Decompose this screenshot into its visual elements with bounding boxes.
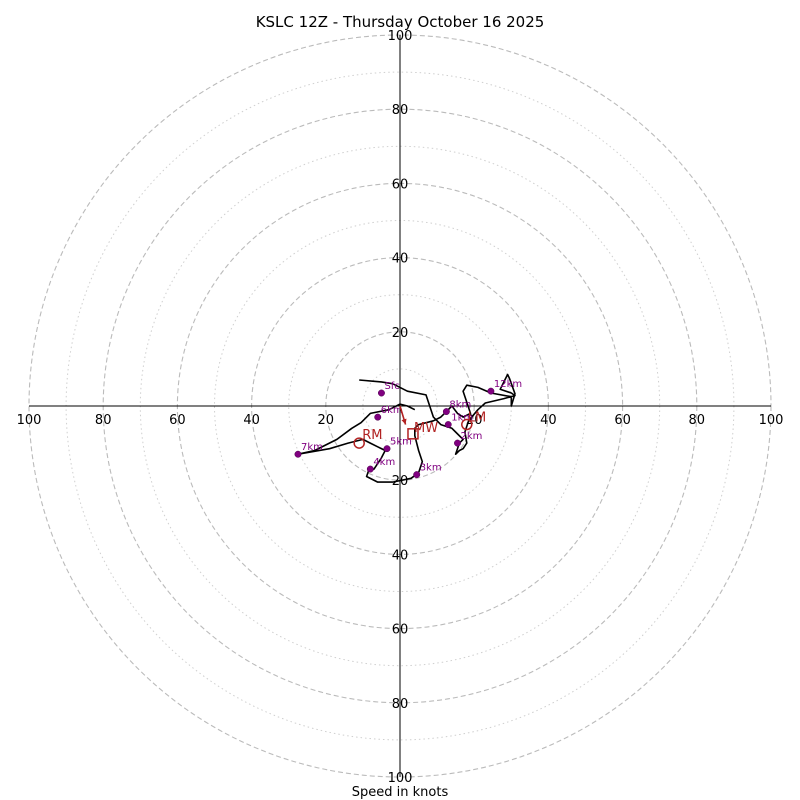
height-marker-2km bbox=[454, 439, 461, 447]
mw-vector-arrowhead bbox=[401, 418, 407, 425]
lm-label: LM bbox=[468, 411, 486, 426]
tick-label-east: 60 bbox=[614, 413, 631, 428]
height-marker-6km bbox=[374, 413, 382, 421]
tick-label-west: 100 bbox=[17, 413, 42, 428]
mw-label: MW bbox=[414, 421, 438, 436]
height-label-6km: 6km bbox=[381, 405, 403, 416]
height-label-1km: 1km bbox=[451, 413, 473, 424]
rm-marker bbox=[353, 437, 365, 449]
height-label-2km: 2km bbox=[461, 431, 483, 442]
tick-label-east: 40 bbox=[540, 413, 557, 428]
height-marker-12km bbox=[487, 387, 495, 395]
tick-label-south: 40 bbox=[392, 548, 409, 563]
tick-label-north: 40 bbox=[392, 252, 409, 267]
tick-label-east: 80 bbox=[689, 413, 706, 428]
tick-label-north: 20 bbox=[392, 326, 409, 341]
tick-label-south: 100 bbox=[388, 771, 413, 786]
height-label-5km: 5km bbox=[390, 437, 412, 448]
height-marker-4km bbox=[366, 465, 374, 473]
height-label-3km: 3km bbox=[420, 463, 442, 474]
tick-label-north: 80 bbox=[392, 103, 409, 118]
hodograph-trace bbox=[297, 373, 516, 483]
mw-marker bbox=[407, 428, 419, 440]
tick-label-west: 60 bbox=[169, 413, 186, 428]
height-marker-8km bbox=[442, 408, 450, 416]
lm-marker bbox=[461, 418, 473, 431]
tick-label-north: 100 bbox=[388, 29, 413, 44]
tick-label-north: 60 bbox=[392, 177, 409, 192]
height-markers: Sfc 1km 2km 3km 4km 5km 6km 7km 8km 12km bbox=[294, 379, 522, 479]
tick-label-south: 80 bbox=[392, 697, 409, 712]
height-label-Sfc: Sfc bbox=[384, 381, 399, 392]
tick-label-south: 20 bbox=[392, 474, 409, 489]
x-axis-label: Speed in knots bbox=[352, 785, 449, 800]
hodograph-line bbox=[297, 373, 516, 483]
height-label-7km: 7km bbox=[301, 442, 323, 453]
height-label-8km: 8km bbox=[449, 400, 471, 411]
height-marker-3km bbox=[413, 471, 421, 479]
chart-title: KSLC 12Z - Thursday October 16 2025 bbox=[256, 13, 545, 31]
storm-motion-markers: RM LM MW bbox=[353, 405, 486, 449]
tick-label-south: 60 bbox=[392, 623, 409, 638]
speed-tick-labels: 20 20 20 20 40 40 40 40 60 60 60 60 80 80 80 80 100 100 10… bbox=[17, 29, 784, 786]
height-marker-Sfc bbox=[378, 389, 385, 397]
rm-label: RM bbox=[362, 428, 382, 443]
height-label-4km: 4km bbox=[373, 457, 395, 468]
tick-label-west: 20 bbox=[318, 413, 335, 428]
height-label-12km: 12km bbox=[494, 379, 522, 390]
tick-label-west: 40 bbox=[243, 413, 260, 428]
tick-label-west: 80 bbox=[95, 413, 112, 428]
tick-label-east: 20 bbox=[466, 413, 483, 428]
height-marker-1km bbox=[444, 421, 452, 428]
tick-label-east: 100 bbox=[759, 413, 784, 428]
height-marker-5km bbox=[383, 445, 391, 453]
height-marker-7km bbox=[294, 450, 302, 458]
